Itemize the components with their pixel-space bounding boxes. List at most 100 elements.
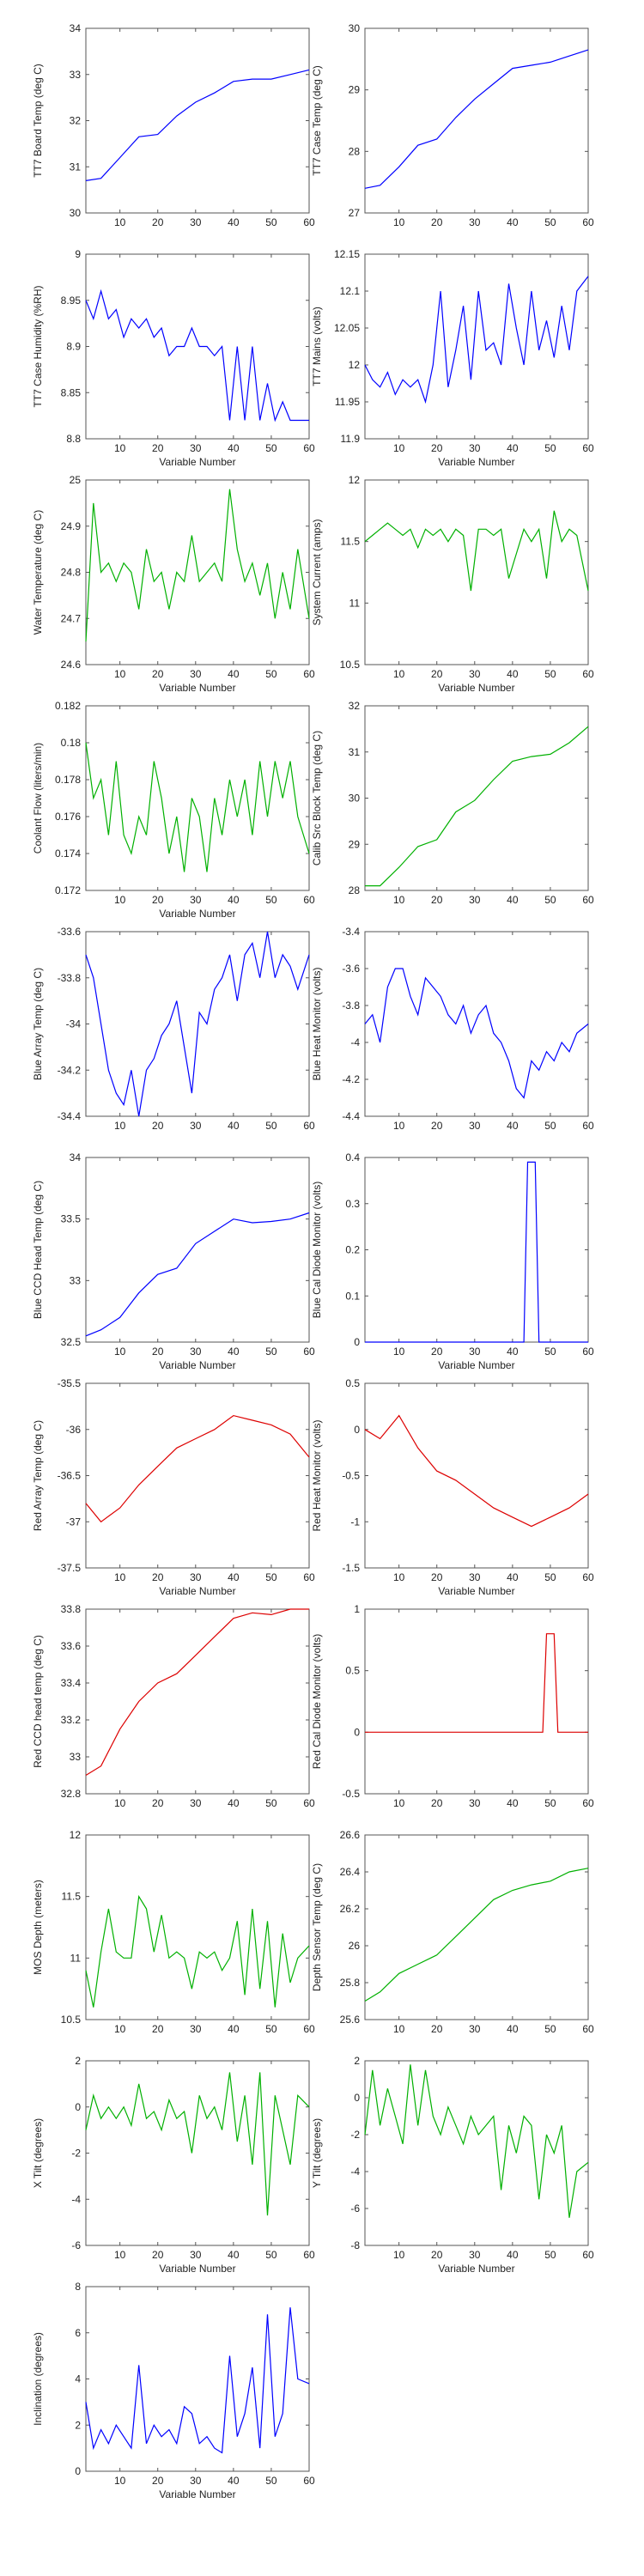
y-tick-label: 28 bbox=[349, 884, 361, 896]
series-line bbox=[85, 2072, 310, 2216]
y-tick-label: 12 bbox=[349, 359, 361, 371]
y-tick-label: -4.4 bbox=[342, 1110, 360, 1122]
chart-panel-7: 10 20 30 40 50 60 0.172 0.174 0.176 0.178 0.18 0.18… bbox=[32, 700, 315, 920]
x-tick-label: 10 bbox=[393, 894, 405, 906]
plot-frame bbox=[364, 479, 589, 665]
y-tick-label: 0 bbox=[75, 2465, 81, 2477]
y-tick-label: 27 bbox=[349, 207, 361, 219]
y-tick-label: 24.7 bbox=[61, 612, 82, 624]
x-tick-label: 50 bbox=[544, 894, 556, 906]
plot-frame bbox=[85, 931, 310, 1117]
x-tick-label: 10 bbox=[393, 442, 405, 454]
x-tick-label: 10 bbox=[114, 894, 126, 906]
plot-frame bbox=[364, 2060, 589, 2246]
x-tick-label: 30 bbox=[469, 1120, 481, 1132]
x-tick-label: 40 bbox=[228, 1571, 240, 1583]
y-tick-label: 1 bbox=[354, 1603, 360, 1615]
x-tick-label: 40 bbox=[228, 2475, 240, 2487]
x-tick-label: 40 bbox=[228, 1120, 240, 1132]
x-tick-label: 50 bbox=[265, 1346, 277, 1358]
y-tick-label: 33.8 bbox=[61, 1603, 82, 1615]
x-tick-label: 30 bbox=[469, 1571, 481, 1583]
y-tick-label: 2 bbox=[75, 2055, 81, 2067]
series-line bbox=[85, 1212, 310, 1337]
y-tick-label: 12.05 bbox=[334, 322, 360, 334]
y-tick-label: 33.5 bbox=[61, 1213, 82, 1225]
y-tick-label: -1.5 bbox=[342, 1562, 360, 1574]
x-axis-label: Variable Number bbox=[438, 1359, 514, 1371]
y-tick-label: 24.9 bbox=[61, 520, 82, 532]
y-tick-label: 4 bbox=[75, 2373, 81, 2385]
x-tick-label: 30 bbox=[469, 216, 481, 228]
x-tick-label: 30 bbox=[469, 2023, 481, 2035]
chart-panel-20: 10 20 30 40 50 60 -8 -6 -4 -2 0 2 Y Tilt (degrees) Va… bbox=[311, 2055, 594, 2275]
plot-frame bbox=[85, 2060, 310, 2246]
x-tick-label: 60 bbox=[582, 894, 594, 906]
series-line bbox=[365, 1633, 588, 1733]
x-tick-label: 30 bbox=[469, 442, 481, 454]
x-tick-label: 10 bbox=[114, 1797, 126, 1809]
chart-panel-11: 10 20 30 40 50 60 32.5 33 33.5 34 Blue CCD Head Te… bbox=[32, 1151, 315, 1371]
y-axis-label: Water Temperature (deg C) bbox=[32, 510, 44, 635]
y-tick-label: 11.5 bbox=[341, 536, 361, 548]
plot-frame bbox=[85, 27, 310, 214]
series-line bbox=[85, 289, 309, 422]
x-tick-label: 60 bbox=[303, 2249, 315, 2261]
x-tick-label: 60 bbox=[303, 2023, 315, 2035]
y-tick-label: -35.5 bbox=[58, 1377, 82, 1389]
chart-panel-10: 10 20 30 40 50 60 -4.4 -4.2 -4 -3.8 -3.6 -3.4 Blue H… bbox=[311, 926, 594, 1132]
y-tick-label: 0.5 bbox=[345, 1665, 360, 1677]
x-tick-label: 60 bbox=[303, 1571, 315, 1583]
x-tick-label: 40 bbox=[507, 216, 519, 228]
series-line bbox=[85, 489, 310, 642]
y-tick-label: 25.8 bbox=[340, 1977, 361, 1989]
y-tick-label: 24.6 bbox=[61, 659, 82, 671]
x-tick-label: 20 bbox=[431, 668, 443, 680]
x-axis-label: Variable Number bbox=[438, 2263, 514, 2275]
x-tick-label: 20 bbox=[152, 2249, 164, 2261]
y-tick-label: -34.2 bbox=[58, 1064, 82, 1076]
y-tick-label: 28 bbox=[349, 145, 361, 157]
y-tick-label: 0.174 bbox=[55, 848, 81, 860]
plot-frame bbox=[85, 253, 310, 440]
x-tick-label: 30 bbox=[190, 894, 202, 906]
x-tick-label: 50 bbox=[544, 1346, 556, 1358]
x-tick-label: 40 bbox=[228, 442, 240, 454]
y-tick-label: 0.182 bbox=[55, 700, 81, 712]
x-tick-label: 20 bbox=[152, 1120, 164, 1132]
y-axis-label: Blue Heat Monitor (volts) bbox=[311, 967, 323, 1080]
chart-panel-17: 10 20 30 40 50 60 10.5 11 11.5 12 MOS Depth (meter… bbox=[32, 1829, 315, 2035]
chart-panel-9: 10 20 30 40 50 60 -34.4 -34.2 -34 -33.8 -33.6 Blue … bbox=[32, 926, 315, 1132]
x-tick-label: 60 bbox=[303, 894, 315, 906]
x-tick-label: 60 bbox=[582, 1571, 594, 1583]
y-tick-label: -36 bbox=[66, 1424, 82, 1436]
x-tick-label: 50 bbox=[265, 1571, 277, 1583]
x-tick-label: 10 bbox=[114, 2475, 126, 2487]
y-tick-label: 8 bbox=[75, 2281, 81, 2293]
x-tick-label: 60 bbox=[582, 1120, 594, 1132]
x-tick-label: 30 bbox=[190, 668, 202, 680]
y-axis-label: Blue CCD Head Temp (deg C) bbox=[32, 1181, 44, 1319]
y-tick-label: 8.85 bbox=[61, 386, 82, 398]
x-tick-label: 60 bbox=[582, 216, 594, 228]
series-line bbox=[364, 1868, 589, 2002]
y-axis-label: Red Heat Monitor (volts) bbox=[311, 1419, 323, 1531]
x-tick-label: 50 bbox=[265, 1120, 277, 1132]
y-axis-label: MOS Depth (meters) bbox=[32, 1880, 44, 1975]
x-axis-label: Variable Number bbox=[159, 908, 235, 920]
x-tick-label: 60 bbox=[303, 668, 315, 680]
x-tick-label: 60 bbox=[303, 2475, 315, 2487]
x-tick-label: 50 bbox=[544, 2023, 556, 2035]
y-tick-label: 26.4 bbox=[340, 1866, 361, 1878]
x-tick-label: 40 bbox=[228, 1346, 240, 1358]
y-axis-label: Y Tilt (degrees) bbox=[311, 2118, 323, 2188]
x-tick-label: 10 bbox=[114, 2023, 126, 2035]
y-tick-label: -3.6 bbox=[342, 963, 360, 975]
y-tick-label: 0.18 bbox=[61, 737, 82, 749]
y-tick-label: 0.4 bbox=[345, 1151, 360, 1163]
y-tick-label: 29 bbox=[349, 838, 361, 850]
x-tick-label: 20 bbox=[431, 1346, 443, 1358]
y-tick-label: 32 bbox=[70, 115, 82, 127]
chart-panel-8: 10 20 30 40 50 60 28 29 30 31 32 Calib Src Block Te… bbox=[311, 700, 594, 906]
x-axis-label: Variable Number bbox=[159, 682, 235, 694]
